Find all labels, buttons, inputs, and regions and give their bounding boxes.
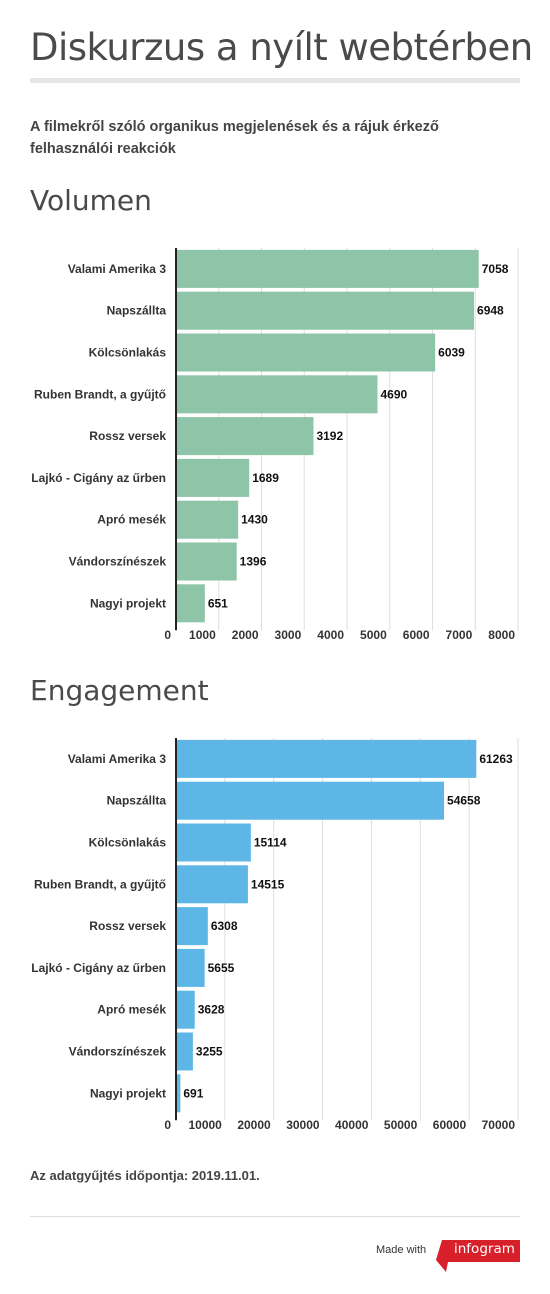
bar[interactable]: [177, 375, 378, 414]
x-tick-label: 50000: [384, 1118, 418, 1132]
page-title: Diskurzus a nyílt webtérben: [30, 26, 533, 69]
value-label: 1689: [252, 471, 279, 485]
value-label: 3255: [196, 1045, 223, 1059]
bar[interactable]: [177, 500, 239, 539]
value-label: 6039: [438, 346, 465, 360]
engagement-chart: 0 10000 20000 30000 40000 50000 60000 70000 Vala…: [0, 730, 550, 1150]
bar[interactable]: [177, 948, 205, 987]
x-tick-label: 2000: [232, 628, 259, 642]
made-with-label: Made with: [376, 1244, 427, 1256]
category-label: Nagyi projekt: [90, 1086, 166, 1100]
bar[interactable]: [177, 333, 436, 372]
x-tick-label: 3000: [275, 628, 302, 642]
bar[interactable]: [177, 907, 208, 946]
bar[interactable]: [177, 781, 445, 820]
infogram-logo-icon[interactable]: [432, 1238, 522, 1274]
value-label: 1396: [240, 555, 267, 569]
bar[interactable]: [177, 542, 237, 581]
volume-chart-title: Volumen: [30, 184, 152, 217]
category-label: Napszállta: [107, 794, 167, 808]
x-tick-label: 60000: [433, 1118, 467, 1132]
x-tick-label: 5000: [360, 628, 387, 642]
bar[interactable]: [177, 417, 314, 456]
category-label: Lajkó - Cigány az űrben: [31, 471, 166, 485]
x-tick-label: 7000: [446, 628, 473, 642]
value-label: 691: [183, 1086, 203, 1100]
page-subtitle: A filmekről szóló organikus megjelenések…: [30, 119, 439, 157]
data-collection-note: Az adatgyűjtés időpontja: 2019.11.01.: [30, 1168, 260, 1183]
x-tick-label: 0: [164, 1118, 171, 1132]
value-label: 1430: [241, 513, 268, 527]
value-label: 7058: [482, 262, 509, 276]
category-label: Ruben Brandt, a gyűjtő: [34, 387, 166, 401]
bar[interactable]: [177, 865, 248, 904]
engagement-chart-title: Engagement: [30, 674, 209, 707]
category-label: Ruben Brandt, a gyűjtő: [34, 877, 166, 891]
value-label: 15114: [254, 836, 287, 850]
x-tick-label: 1000: [189, 628, 216, 642]
category-label: Kölcsönlakás: [89, 836, 167, 850]
value-label: 5655: [208, 961, 235, 975]
x-tick-label: 4000: [317, 628, 344, 642]
category-label: Lajkó - Cigány az űrben: [31, 961, 166, 975]
value-label: 54658: [447, 794, 481, 808]
engagement-chart-svg: 0 10000 20000 30000 40000 50000 60000 70000 Vala…: [31, 738, 519, 1132]
volume-chart: 0 1000 2000 3000 4000 5000 6000 7000 8000 Valami …: [0, 240, 550, 660]
x-tick-label: 10000: [188, 1118, 222, 1132]
x-tick-label: 20000: [237, 1118, 271, 1132]
category-label: Apró mesék: [97, 513, 166, 527]
bar[interactable]: [177, 249, 479, 288]
value-label: 6948: [477, 304, 504, 318]
volume-chart-svg: 0 1000 2000 3000 4000 5000 6000 7000 8000 Valami …: [31, 248, 519, 642]
bar[interactable]: [177, 291, 475, 330]
category-label: Apró mesék: [97, 1003, 166, 1017]
x-tick-label: 8000: [488, 628, 515, 642]
x-tick-label: 40000: [335, 1118, 369, 1132]
bar[interactable]: [177, 458, 250, 497]
value-label: 651: [208, 596, 228, 610]
title-divider: [30, 78, 520, 83]
value-label: 3628: [198, 1003, 225, 1017]
bar[interactable]: [177, 584, 205, 623]
value-label: 6308: [211, 919, 238, 933]
category-label: Rossz versek: [89, 919, 166, 933]
footer-divider: [30, 1216, 520, 1217]
bar[interactable]: [177, 739, 477, 778]
category-label: Valami Amerika 3: [68, 752, 167, 766]
bar[interactable]: [177, 1032, 193, 1071]
x-tick-label: 70000: [482, 1118, 516, 1132]
category-label: Valami Amerika 3: [68, 262, 167, 276]
value-label: 4690: [380, 387, 407, 401]
x-tick-label: 0: [164, 628, 171, 642]
x-tick-label: 30000: [286, 1118, 320, 1132]
category-label: Rossz versek: [89, 429, 166, 443]
infogram-brand-label: infogram: [454, 1241, 515, 1257]
bar[interactable]: [177, 823, 251, 862]
x-tick-label: 6000: [403, 628, 430, 642]
category-label: Kölcsönlakás: [89, 346, 167, 360]
category-label: Vándorszínészek: [69, 555, 167, 569]
bar[interactable]: [177, 990, 195, 1029]
value-label: 14515: [251, 877, 285, 891]
bar[interactable]: [177, 1074, 181, 1113]
value-label: 61263: [479, 752, 513, 766]
category-label: Nagyi projekt: [90, 596, 166, 610]
value-label: 3192: [316, 429, 343, 443]
category-label: Napszállta: [107, 304, 167, 318]
category-label: Vándorszínészek: [69, 1045, 167, 1059]
